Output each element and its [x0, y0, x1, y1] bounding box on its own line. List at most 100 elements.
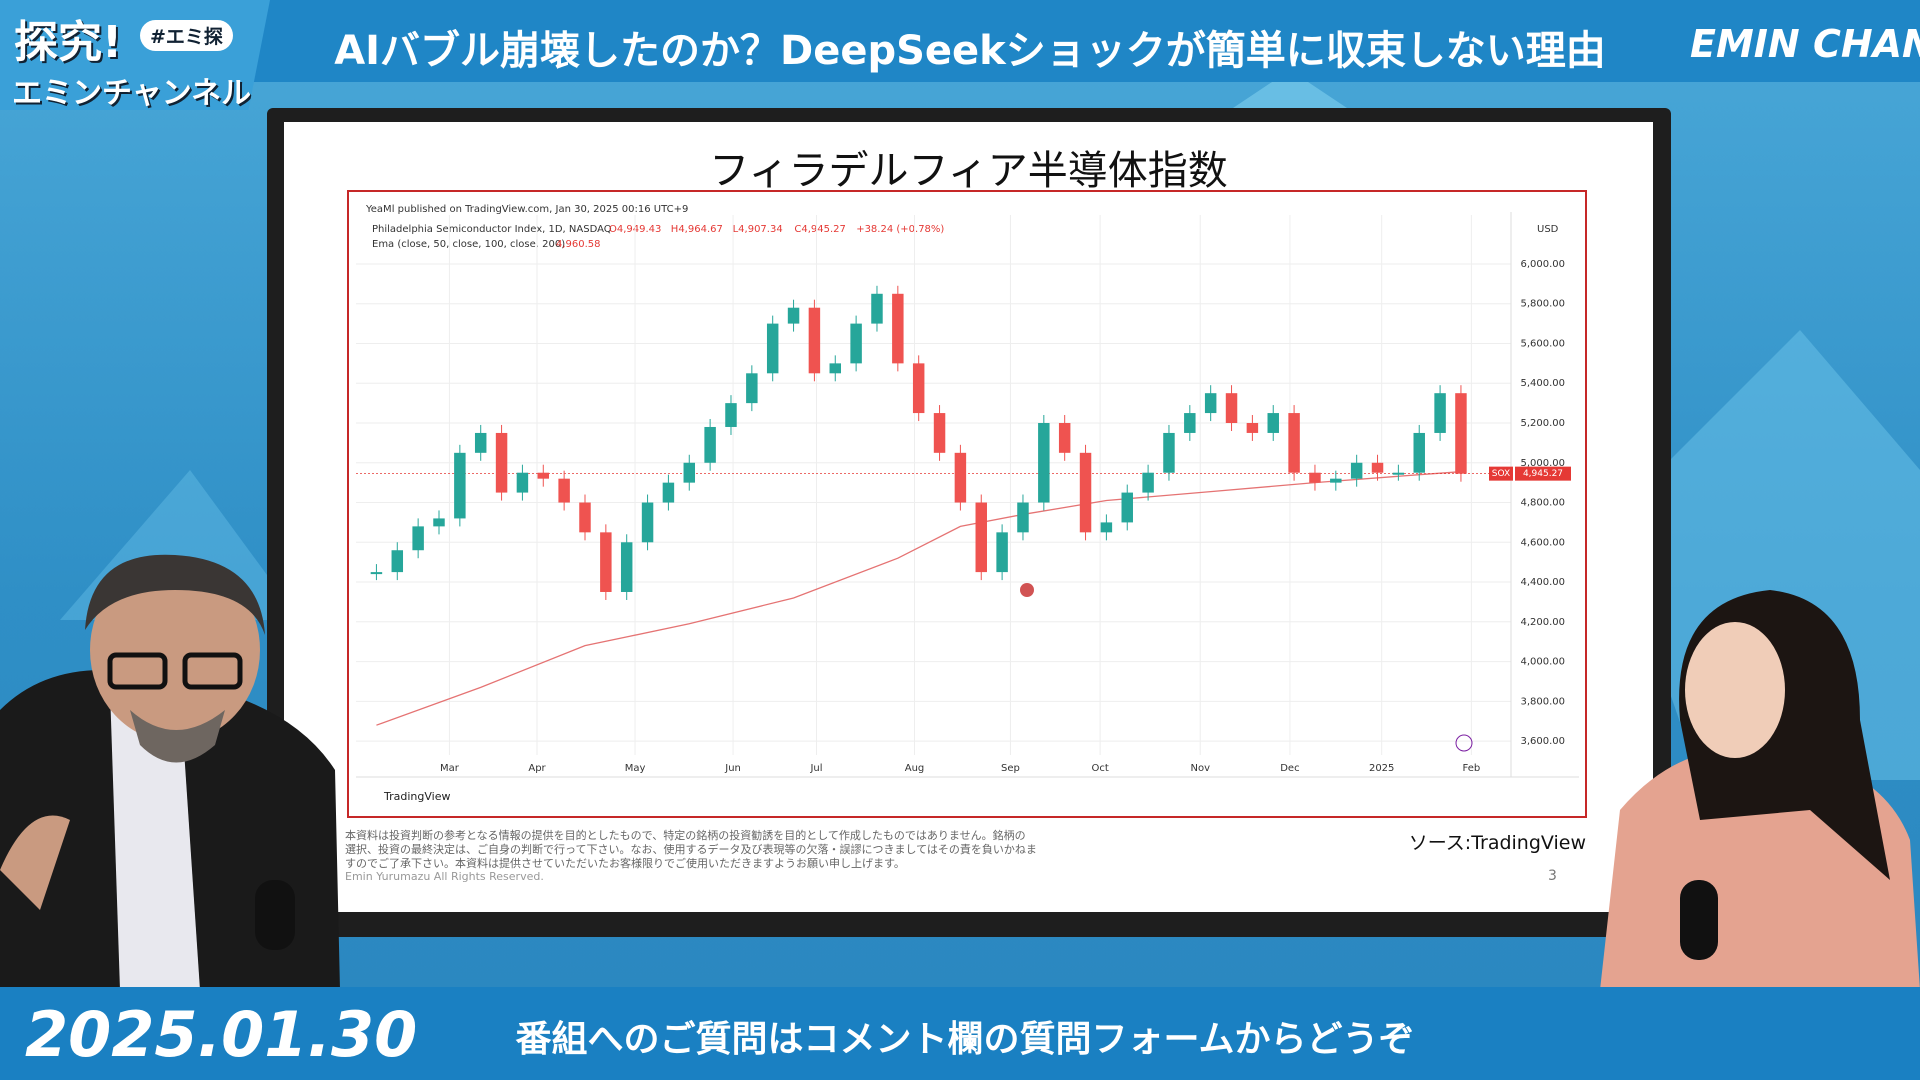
currency: USD — [1537, 224, 1559, 235]
candle — [912, 363, 925, 414]
chart: YeaMl published on TradingView.com, Jan … — [356, 204, 1579, 803]
glasses — [107, 652, 168, 690]
candle — [454, 452, 466, 519]
x-tick-label: Apr — [528, 763, 546, 774]
candle — [474, 432, 487, 453]
replay-icon — [1455, 734, 1473, 752]
chart-box: YeaMl published on TradingView.com, Jan … — [347, 190, 1587, 818]
source: ソース:TradingView — [1408, 832, 1586, 854]
candle — [1017, 502, 1029, 533]
y-tick-label: 5,200.00 — [1520, 418, 1565, 429]
ema-legend: Ema (close, 50, close, 100, close, 200) — [372, 239, 565, 250]
glasses — [182, 652, 243, 690]
ohlc-value: C4,945.27 — [794, 224, 846, 235]
channel-name: EMIN CHANNEL — [1690, 22, 1920, 66]
candle — [1058, 423, 1071, 453]
copyright: Emin Yurumazu All Rights Reserved. — [345, 870, 544, 883]
x-tick-label: Jun — [724, 763, 741, 774]
last-price-tag — [1515, 466, 1571, 481]
header-bar — [0, 0, 1920, 82]
logo-tag: #エミ探 — [140, 20, 233, 51]
x-tick-label: Mar — [440, 763, 460, 774]
ema-value: 4,960.58 — [556, 239, 601, 250]
candle — [1330, 478, 1342, 483]
y-tick-label: 4,000.00 — [1520, 657, 1565, 668]
candle — [433, 518, 445, 527]
candle — [620, 542, 633, 592]
hand — [0, 815, 70, 910]
candle — [1079, 452, 1092, 533]
x-tick-label: Dec — [1280, 763, 1299, 774]
candle — [975, 502, 987, 573]
y-tick-label: 5,600.00 — [1520, 338, 1565, 349]
candle — [892, 293, 904, 364]
candle — [1246, 423, 1259, 433]
candle — [871, 293, 883, 324]
x-tick-label: May — [625, 763, 646, 774]
logo-bottom: エミンチャンネル — [12, 76, 252, 111]
x-tick-label: Oct — [1091, 763, 1108, 774]
candle — [1038, 423, 1050, 503]
candle — [495, 432, 508, 493]
last-price-tag — [1489, 466, 1513, 481]
candle — [370, 572, 383, 575]
candle — [954, 452, 967, 503]
candle — [579, 502, 591, 533]
cursor-dot — [1020, 583, 1034, 597]
candle — [1142, 472, 1154, 493]
presenter-left — [0, 554, 340, 990]
last-price-value: 4,945.27 — [1523, 469, 1563, 479]
beard — [130, 710, 225, 763]
y-tick-label: 5,800.00 — [1520, 299, 1565, 310]
ohlc-value: L4,907.34 — [733, 224, 783, 235]
x-tick-label: 2025 — [1369, 763, 1394, 774]
disclaimer-line: すのでご了承下さい。本資料は提供させていただいたお客様限りでご使用いただきますよ… — [345, 857, 905, 870]
y-tick-label: 5,000.00 — [1520, 458, 1565, 469]
presenter-right — [1600, 590, 1920, 990]
candle — [725, 403, 737, 427]
candle — [1184, 413, 1196, 433]
brand: TradingView — [383, 790, 450, 803]
candle — [1392, 472, 1405, 475]
face — [1685, 622, 1785, 758]
candle — [1100, 522, 1113, 533]
broadcast-date: 2025.01.30 — [25, 998, 418, 1071]
candle — [1267, 413, 1279, 433]
candle — [662, 482, 675, 503]
disclaimer-line: 選択、投資の最終決定は、ご自身の判断で行って下さい。なお、使用するデータ及び表現… — [345, 843, 1037, 856]
candle — [1455, 393, 1467, 474]
shirt — [110, 690, 200, 990]
candle — [704, 426, 716, 463]
candle — [1309, 472, 1321, 483]
candle — [766, 323, 779, 374]
disclaimer-line: 本資料は投資判断の参考となる情報の提供を目的としたもので、特定の銘柄の投資勧誘を… — [345, 829, 1026, 842]
candle — [1371, 462, 1384, 473]
ohlc-value: H4,964.67 — [671, 224, 723, 235]
ohlc-value: +38.24 (+0.78%) — [856, 224, 944, 235]
x-tick-label: Aug — [905, 763, 925, 774]
candle — [558, 478, 570, 503]
candle — [1434, 393, 1446, 433]
candle — [516, 472, 529, 493]
slide-title: フィラデルフィア半導体指数 — [709, 148, 1228, 194]
candle — [829, 363, 841, 374]
x-tick-label: Jul — [809, 763, 822, 774]
last-price-symbol: SOX — [1492, 469, 1510, 479]
candle — [537, 472, 550, 479]
y-tick-label: 4,400.00 — [1520, 577, 1565, 588]
page-number: 3 — [1548, 868, 1557, 884]
candle — [1163, 432, 1175, 473]
symbol: Philadelphia Semiconductor Index, 1D, NA… — [372, 224, 612, 235]
candle — [1288, 413, 1300, 473]
candle — [808, 307, 821, 374]
video-title: AIバブル崩壊したのか？DeepSeekショックが簡単に収束しない理由 — [334, 28, 1606, 74]
candle — [641, 502, 654, 543]
y-tick-label: 3,800.00 — [1520, 696, 1565, 707]
triangle — [1230, 70, 1350, 110]
candle — [850, 323, 862, 364]
footer-message: 番組へのご質問はコメント欄の質問フォームからどうぞ — [515, 1019, 1415, 1060]
candle — [996, 532, 1008, 573]
x-tick-label: Nov — [1190, 763, 1210, 774]
y-tick-label: 4,600.00 — [1520, 537, 1565, 548]
candle — [1350, 462, 1363, 479]
